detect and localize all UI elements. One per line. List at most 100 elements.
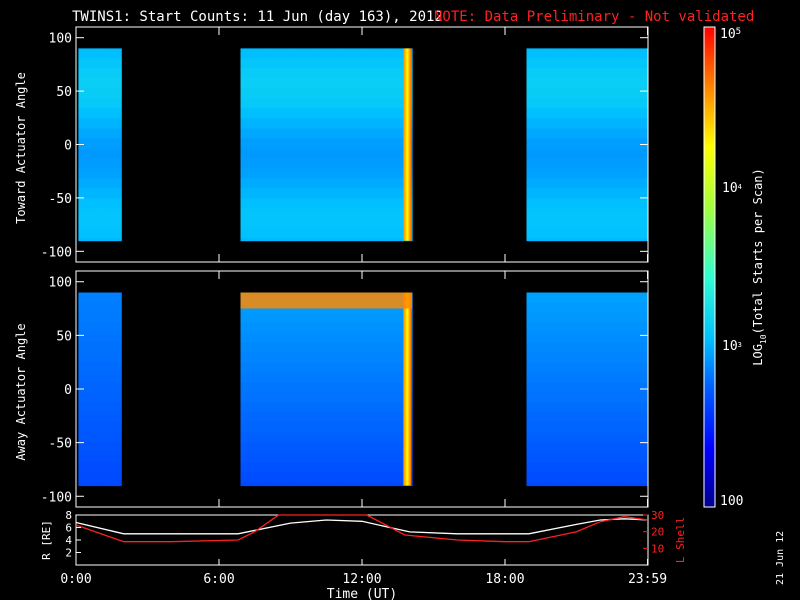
heatmap-cell bbox=[288, 422, 295, 433]
heatmap-cell bbox=[78, 342, 85, 353]
heatmap-cell bbox=[550, 382, 557, 393]
heatmap-cell bbox=[544, 208, 551, 219]
heatmap-cell bbox=[330, 128, 337, 139]
heatmap-cell bbox=[598, 148, 605, 159]
heatmap-cell bbox=[342, 78, 349, 89]
heatmap-cell bbox=[360, 402, 367, 413]
heatmap-cell bbox=[366, 412, 373, 423]
heatmap-cell bbox=[306, 78, 313, 89]
heatmap-cell bbox=[276, 88, 283, 99]
heatmap-cell bbox=[366, 432, 373, 443]
heatmap-cell bbox=[288, 322, 295, 333]
heatmap-cell bbox=[580, 372, 587, 383]
heatmap-cell bbox=[568, 138, 575, 149]
heatmap-cell bbox=[550, 472, 557, 483]
heatmap-cell bbox=[90, 372, 97, 383]
heatmap-cell bbox=[628, 342, 635, 353]
heatmap-cell bbox=[592, 198, 599, 209]
heatmap-cell bbox=[330, 208, 337, 219]
heatmap-cell bbox=[396, 68, 403, 79]
heatmap-cell bbox=[312, 88, 319, 99]
heatmap-cell bbox=[354, 108, 361, 119]
heatmap-cell bbox=[258, 342, 265, 353]
heatmap-cell bbox=[318, 442, 325, 453]
heatmap-cell bbox=[108, 332, 115, 343]
heatmap-cell bbox=[120, 98, 122, 109]
heatmap-cell bbox=[598, 372, 605, 383]
heatmap-cell bbox=[246, 178, 253, 189]
heatmap-cell bbox=[306, 352, 313, 363]
heatmap-cell bbox=[276, 452, 283, 463]
heatmap-cell bbox=[306, 362, 313, 373]
heatmap-cell bbox=[78, 302, 85, 313]
heatmap-cell bbox=[360, 462, 367, 473]
heatmap-cell bbox=[240, 128, 247, 139]
heatmap-cell bbox=[348, 452, 355, 463]
heatmap-cell bbox=[114, 452, 121, 463]
heatmap-cell bbox=[288, 138, 295, 149]
heatmap-cell bbox=[568, 228, 575, 239]
heatmap-cell bbox=[550, 218, 557, 229]
heatmap-cell bbox=[336, 228, 343, 239]
heatmap-cell bbox=[96, 98, 103, 109]
high-count-band bbox=[240, 292, 413, 309]
heatmap-cell bbox=[282, 208, 289, 219]
heatmap-cell bbox=[108, 238, 115, 242]
heatmap-cell bbox=[372, 422, 379, 433]
heatmap-cell bbox=[84, 382, 91, 393]
heatmap-cell bbox=[562, 138, 569, 149]
heatmap-cell bbox=[538, 422, 545, 433]
colorbar-label: LOG10(Total Starts per Scan) bbox=[751, 168, 768, 366]
heatmap-cell bbox=[604, 198, 611, 209]
heatmap-cell bbox=[396, 238, 403, 242]
heatmap-cell bbox=[580, 218, 587, 229]
heatmap-cell bbox=[616, 422, 623, 433]
heatmap-cell bbox=[270, 48, 277, 59]
heatmap-cell bbox=[300, 452, 307, 463]
heatmap-cell bbox=[90, 98, 97, 109]
heatmap-cell bbox=[318, 218, 325, 229]
heatmap-cell bbox=[324, 118, 331, 129]
heatmap-cell bbox=[96, 292, 103, 303]
heatmap-cell bbox=[550, 412, 557, 423]
heatmap-cell bbox=[640, 88, 647, 99]
heatmap-cell bbox=[114, 188, 121, 199]
heatmap-cell bbox=[90, 422, 97, 433]
heatmap-cell bbox=[396, 158, 403, 169]
heatmap-cell bbox=[622, 58, 629, 69]
heatmap-cell bbox=[114, 382, 121, 393]
heatmap-cell bbox=[288, 178, 295, 189]
heatmap-cell bbox=[390, 452, 397, 463]
heatmap-cell bbox=[102, 218, 109, 229]
heatmap-cell bbox=[372, 322, 379, 333]
heatmap-cell bbox=[114, 402, 121, 413]
heatmap-cell bbox=[240, 382, 247, 393]
heatmap-cell bbox=[318, 432, 325, 443]
heatmap-cell bbox=[586, 128, 593, 139]
heatmap-cell bbox=[288, 352, 295, 363]
heatmap-cell bbox=[102, 362, 109, 373]
heatmap-cell bbox=[282, 138, 289, 149]
heatmap-cell bbox=[366, 68, 373, 79]
heatmap-cell bbox=[240, 88, 247, 99]
heatmap-cell bbox=[640, 138, 647, 149]
heatmap-cell bbox=[246, 238, 253, 242]
heatmap-cell bbox=[568, 238, 575, 242]
heatmap-cell bbox=[330, 118, 337, 129]
heatmap-cell bbox=[550, 362, 557, 373]
heatmap-cell bbox=[90, 108, 97, 119]
heatmap-cell bbox=[270, 422, 277, 433]
heatmap-cell bbox=[102, 48, 109, 59]
heatmap-cell bbox=[108, 322, 115, 333]
heatmap-cell bbox=[114, 332, 121, 343]
heatmap-cell bbox=[330, 108, 337, 119]
heatmap-cell bbox=[312, 228, 319, 239]
heatmap-cell bbox=[294, 452, 301, 463]
heatmap-cell bbox=[324, 198, 331, 209]
heatmap-cell bbox=[324, 218, 331, 229]
heatmap-cell bbox=[288, 238, 295, 242]
heatmap-cell bbox=[252, 462, 259, 473]
heatmap-cell bbox=[580, 128, 587, 139]
heatmap-cell bbox=[102, 188, 109, 199]
heatmap-cell bbox=[300, 178, 307, 189]
